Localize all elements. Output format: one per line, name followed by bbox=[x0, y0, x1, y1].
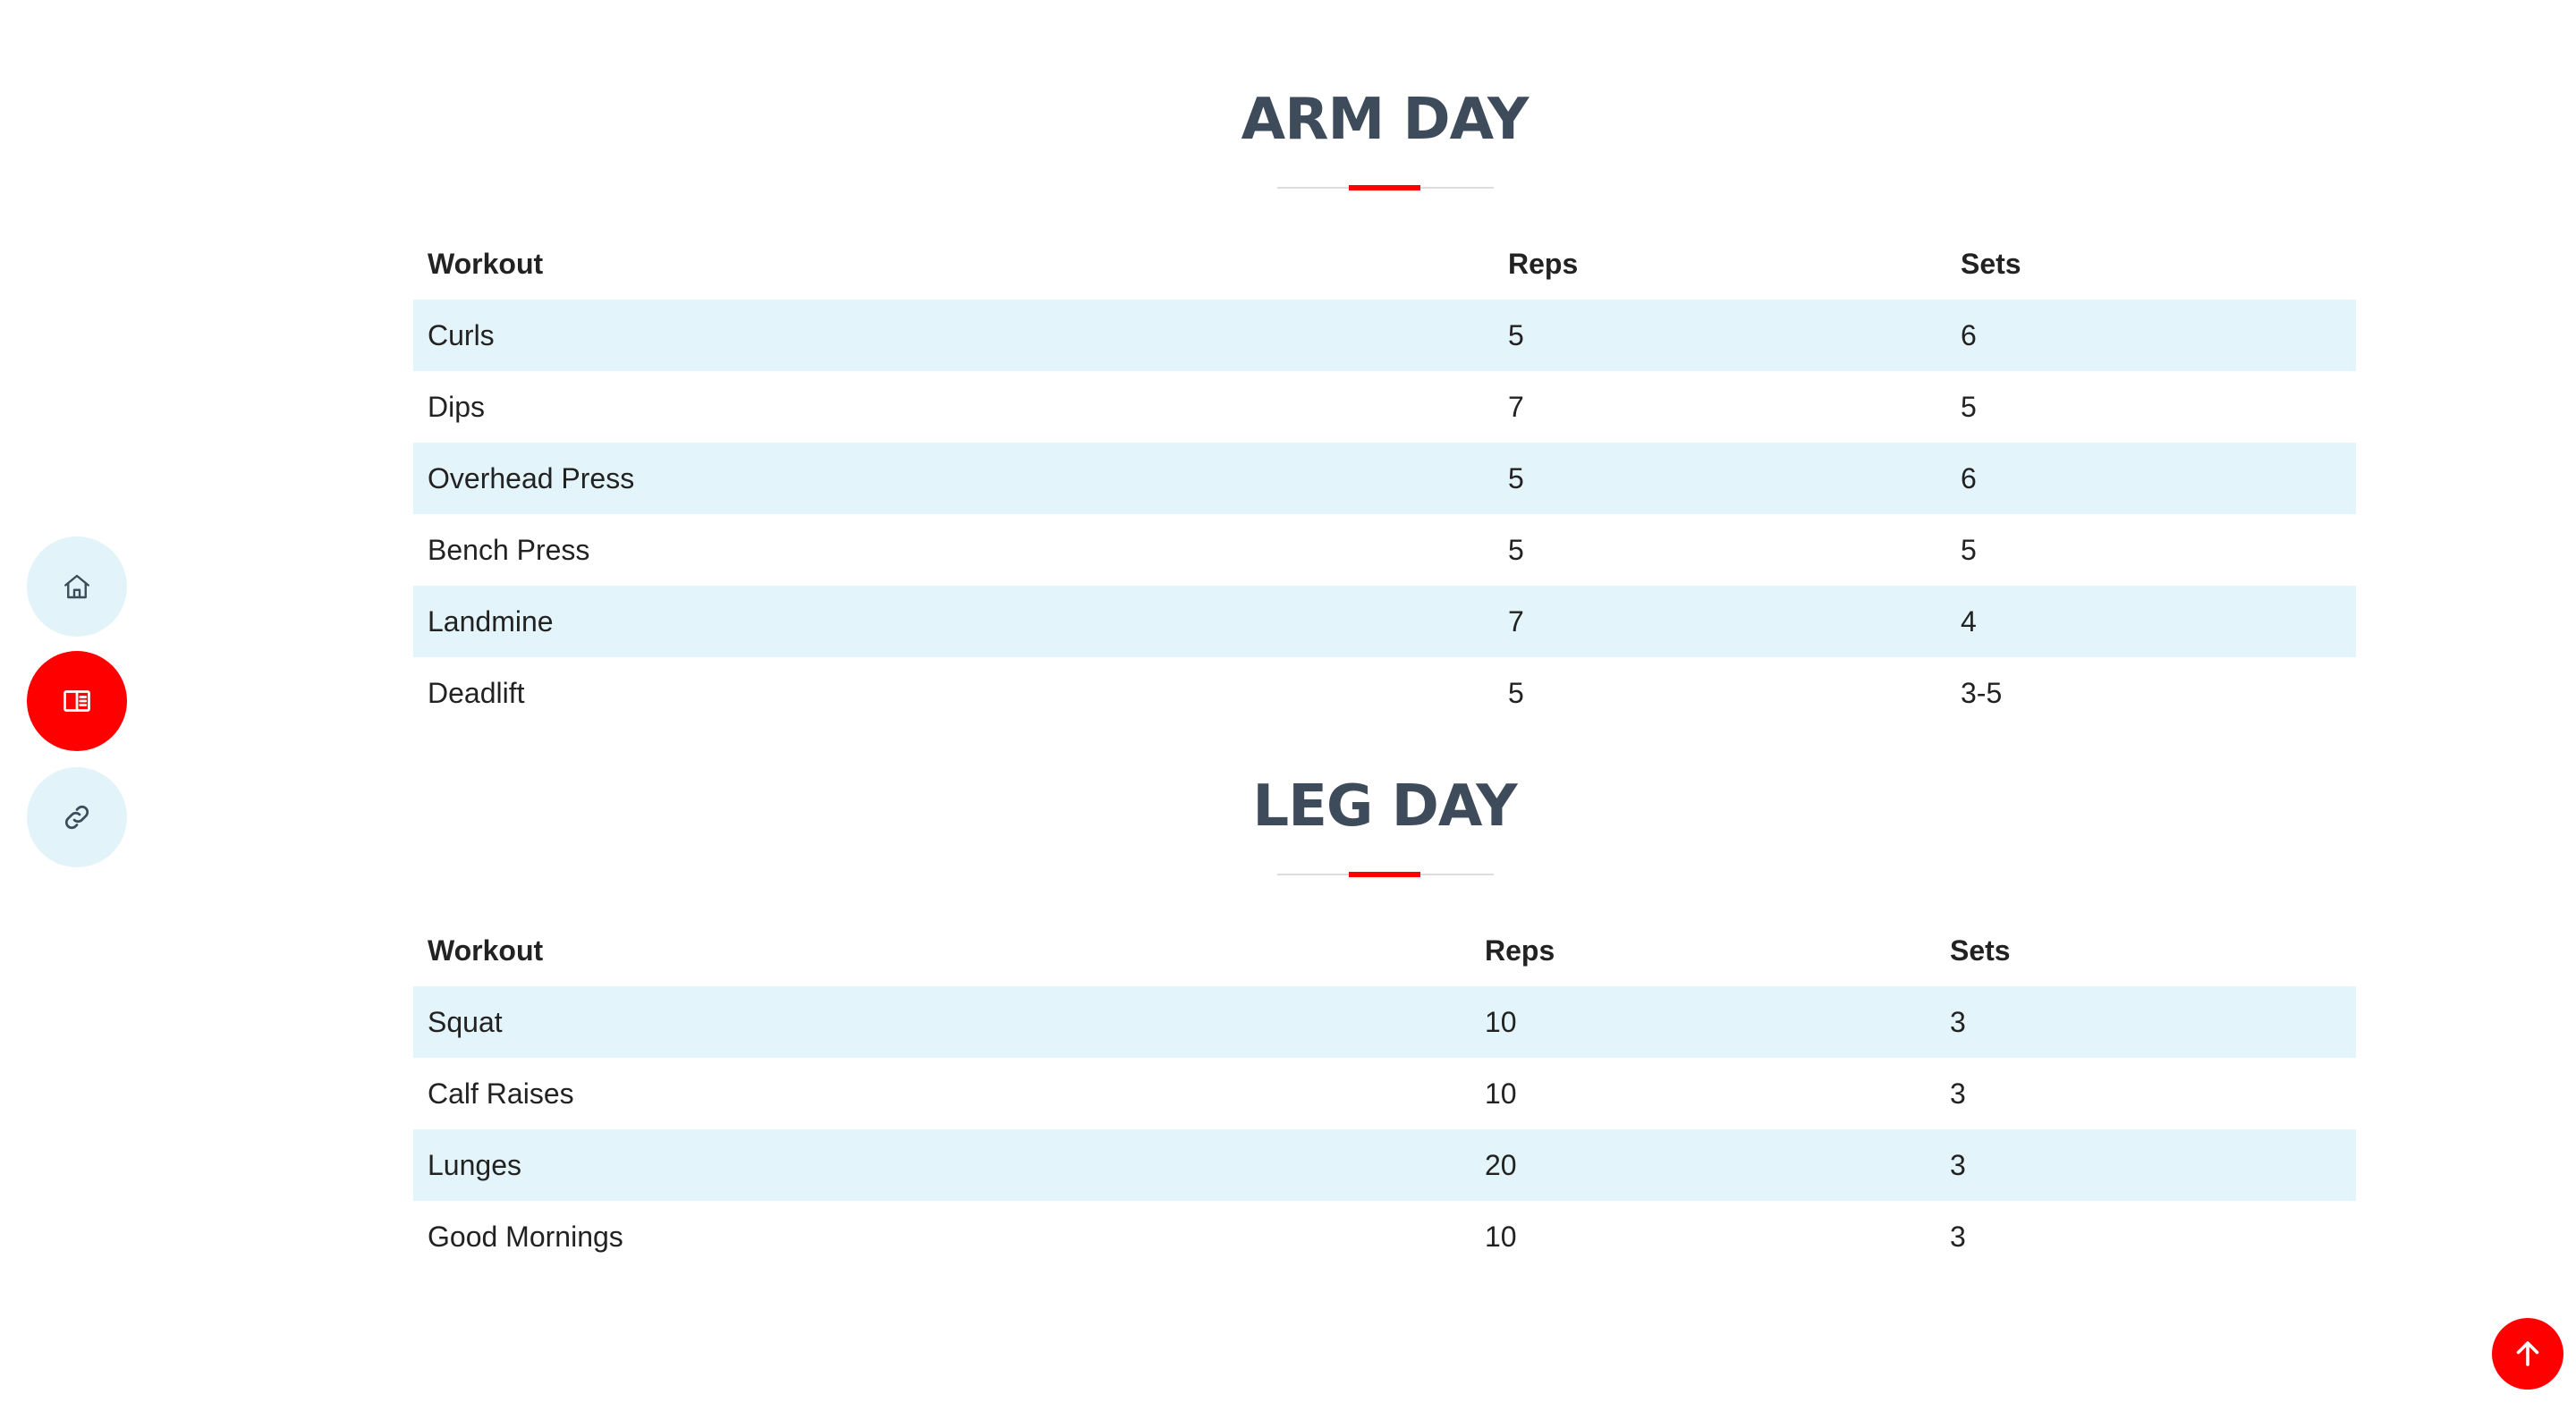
column-header-workout: Workout bbox=[428, 934, 544, 967]
sets-cell: 3 bbox=[1936, 986, 2356, 1058]
book-icon bbox=[64, 690, 90, 712]
column-header-sets: Sets bbox=[1950, 934, 2011, 967]
reps-cell: 10 bbox=[1485, 1220, 1517, 1253]
back-to-top-button[interactable] bbox=[2492, 1318, 2563, 1390]
column-header-reps: Reps bbox=[1508, 247, 1579, 280]
sets-cell: 4 bbox=[1946, 586, 2356, 657]
table-row: Lunges 20 3 bbox=[413, 1129, 2356, 1201]
arm-day-table: Workout Reps Sets Curls 5 6 Dips 7 5 Ove… bbox=[413, 228, 2356, 729]
arm-day-title: ARM DAY bbox=[1241, 87, 1530, 153]
reps-cell: 5 bbox=[1508, 676, 1524, 709]
sets-cell: 5 bbox=[1961, 390, 1977, 423]
reps-cell: 5 bbox=[1494, 443, 1946, 514]
workout-cell: Calf Raises bbox=[428, 1077, 574, 1110]
sets-cell: 3 bbox=[1950, 1220, 1966, 1253]
sets-cell: 3 bbox=[1936, 1129, 2356, 1201]
table-row: Dips 7 5 bbox=[413, 371, 2356, 443]
nav-resume-button[interactable] bbox=[27, 651, 127, 751]
workout-cell: Deadlift bbox=[428, 676, 525, 709]
table-header-row: Workout Reps Sets bbox=[413, 915, 2356, 986]
workout-cell: Lunges bbox=[413, 1129, 1470, 1201]
table-row: Bench Press 5 5 bbox=[413, 514, 2356, 586]
reps-cell: 10 bbox=[1470, 986, 1936, 1058]
table-row: Deadlift 5 3-5 bbox=[413, 657, 2356, 729]
home-icon bbox=[64, 574, 89, 599]
leg-day-table: Workout Reps Sets Squat 10 3 Calf Raises… bbox=[413, 915, 2356, 1272]
table-row: Curls 5 6 bbox=[413, 300, 2356, 371]
leg-day-title: LEG DAY bbox=[1252, 773, 1517, 840]
table-header-row: Workout Reps Sets bbox=[413, 228, 2356, 300]
table-row: Landmine 7 4 bbox=[413, 586, 2356, 657]
table-row: Squat 10 3 bbox=[413, 986, 2356, 1058]
link-icon bbox=[64, 805, 89, 830]
title-accent-bar bbox=[1349, 185, 1420, 190]
table-row: Calf Raises 10 3 bbox=[413, 1058, 2356, 1129]
sets-cell: 6 bbox=[1946, 300, 2356, 371]
sets-cell: 6 bbox=[1946, 443, 2356, 514]
nav-links-button[interactable] bbox=[27, 767, 127, 867]
table-row: Overhead Press 5 6 bbox=[413, 443, 2356, 514]
reps-cell: 20 bbox=[1470, 1129, 1936, 1201]
reps-cell: 7 bbox=[1508, 390, 1524, 423]
arrow-up-icon bbox=[2516, 1341, 2539, 1366]
column-header-reps: Reps bbox=[1485, 934, 1555, 967]
workout-cell: Good Mornings bbox=[428, 1220, 623, 1253]
reps-cell: 7 bbox=[1494, 586, 1946, 657]
nav-home-button[interactable] bbox=[27, 537, 127, 637]
reps-cell: 5 bbox=[1494, 300, 1946, 371]
arm-day-title-divider bbox=[1277, 185, 1494, 190]
sets-cell: 3 bbox=[1950, 1077, 1966, 1110]
sets-cell: 3-5 bbox=[1961, 676, 2003, 709]
workout-cell: Overhead Press bbox=[413, 443, 1494, 514]
title-accent-bar bbox=[1349, 872, 1420, 877]
table-row: Good Mornings 10 3 bbox=[413, 1201, 2356, 1272]
workout-cell: Dips bbox=[428, 390, 486, 423]
workout-cell: Landmine bbox=[413, 586, 1494, 657]
workout-cell: Curls bbox=[413, 300, 1494, 371]
column-header-workout: Workout bbox=[428, 247, 544, 280]
leg-day-title-divider bbox=[1277, 872, 1494, 877]
workout-cell: Squat bbox=[413, 986, 1470, 1058]
column-header-sets: Sets bbox=[1961, 247, 2021, 280]
workout-cell: Bench Press bbox=[428, 533, 590, 566]
reps-cell: 5 bbox=[1508, 533, 1524, 566]
reps-cell: 10 bbox=[1485, 1077, 1517, 1110]
sets-cell: 5 bbox=[1961, 533, 1977, 566]
